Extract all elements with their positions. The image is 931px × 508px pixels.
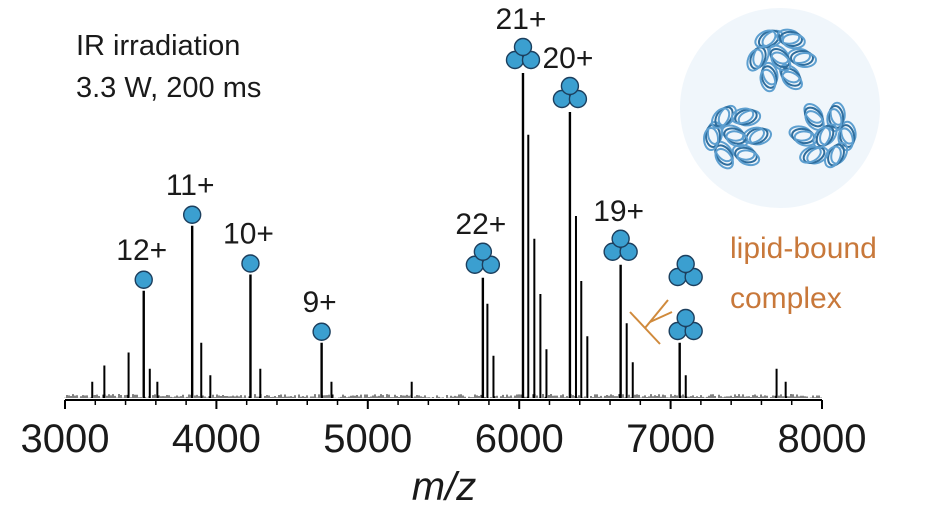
lipid-bound-trimer-icons [668, 254, 703, 341]
subunit-marker-21plus [505, 37, 541, 70]
helix-turn [776, 28, 801, 45]
helix-turn [754, 29, 777, 49]
subunit-marker-10plus [241, 254, 260, 273]
helix-turn [710, 107, 731, 130]
subunit-marker-20plus [552, 76, 588, 109]
helix-turn [761, 61, 779, 86]
helix-icon [721, 124, 749, 148]
charge-label-21plus: 21+ [496, 3, 547, 36]
helix-turn [714, 106, 734, 128]
helix-turn [770, 51, 792, 72]
helix-turn [769, 47, 791, 69]
helix-turn [812, 126, 832, 149]
x-tick-label: 4000 [172, 417, 261, 461]
trimer-subunit-icon [560, 76, 580, 96]
helix-turn [725, 130, 749, 148]
lipid-bound-label-line-2: complex [730, 282, 842, 315]
x-tick-label: 6000 [475, 417, 564, 461]
lipid-head [649, 311, 673, 323]
helix-turn [723, 127, 747, 145]
helix-icon [710, 104, 737, 130]
structure-backdrop [680, 8, 880, 208]
helix-turn [815, 124, 835, 148]
helix-icon [799, 145, 829, 165]
helix-turn [790, 50, 814, 66]
helix-turn [746, 48, 764, 72]
helix-turn [838, 124, 856, 148]
baseline-noise [64, 394, 822, 398]
charge-label-20plus: 20+ [542, 42, 593, 75]
charge-label-10plus: 10+ [223, 218, 274, 251]
trimer-subunit-icon [473, 242, 493, 261]
helix-turn [721, 124, 745, 142]
helix-icon [759, 61, 779, 93]
x-tick-label: 7000 [626, 417, 715, 461]
subunit-marker-22plus [465, 242, 501, 274]
x-tick-label: 3000 [21, 417, 110, 461]
helix-turn [802, 146, 826, 165]
trimer-subunit-icon [513, 37, 533, 57]
charge-label-11plus: 11+ [166, 169, 215, 202]
lipid-bound-label-line-1: lipid-bound [730, 232, 877, 265]
helix-turn [714, 147, 734, 170]
x-axis-title: m/z [412, 465, 476, 508]
helix-turn [803, 106, 825, 128]
condition-line-1: IR irradiation [76, 30, 241, 62]
helix-icon [823, 141, 849, 169]
monomer-icon [182, 205, 202, 224]
helix-turn [823, 145, 842, 169]
helix-turn [829, 101, 846, 126]
helix-turn [736, 149, 761, 167]
trimer-subunit-icon [676, 254, 695, 274]
trimer-subunit-icon [611, 229, 630, 248]
helix-turn [793, 52, 817, 68]
lipid-icon [629, 299, 673, 345]
x-tick-label: 5000 [323, 417, 412, 461]
trimer-subunit-icon [676, 308, 695, 328]
subunit-marker-19plus [603, 229, 638, 261]
helix-turn [748, 128, 773, 146]
subunit-marker-11plus [182, 205, 202, 224]
helix-turn [730, 107, 755, 125]
helix-turn [799, 145, 822, 164]
helix-turn [788, 125, 813, 142]
helix-turn [781, 33, 806, 50]
charge-label-12plus: 12+ [116, 234, 167, 267]
charge-label-22plus: 22+ [455, 208, 506, 241]
helix-turn [768, 44, 790, 65]
protein-structure-illustration [680, 8, 880, 208]
monomer-icon [134, 270, 153, 289]
helix-turn [734, 108, 758, 126]
helix-turn [779, 30, 803, 47]
monomer-icon [312, 322, 331, 341]
helix-icon [776, 28, 806, 50]
helix-turn [760, 65, 778, 89]
monomer-icon [241, 254, 260, 273]
condition-line-2: 3.3 W, 200 ms [76, 72, 262, 104]
helix-turn [803, 103, 824, 124]
helix-turn [826, 108, 843, 133]
helix-icon [768, 44, 792, 72]
helix-turn [759, 68, 777, 93]
helix-turn [840, 120, 857, 145]
subunit-marker-9plus [312, 322, 331, 341]
helix-turn [830, 141, 849, 165]
helix-icon [812, 123, 838, 149]
helix-turn [734, 146, 758, 164]
subunit-marker-12plus [134, 270, 153, 289]
lipid-tail [644, 299, 669, 329]
helix-turn [781, 70, 803, 91]
helix-turn [703, 127, 720, 152]
helix-turn [827, 143, 845, 167]
x-tick-label: 8000 [778, 417, 867, 461]
helix-turn [741, 126, 765, 144]
helix-turn [737, 109, 762, 127]
helix-turn [806, 146, 829, 165]
helix-icon [730, 107, 762, 127]
charge-label-9plus: 9+ [303, 286, 337, 319]
helix-turn [819, 123, 838, 146]
charge-label-19plus: 19+ [593, 195, 644, 228]
